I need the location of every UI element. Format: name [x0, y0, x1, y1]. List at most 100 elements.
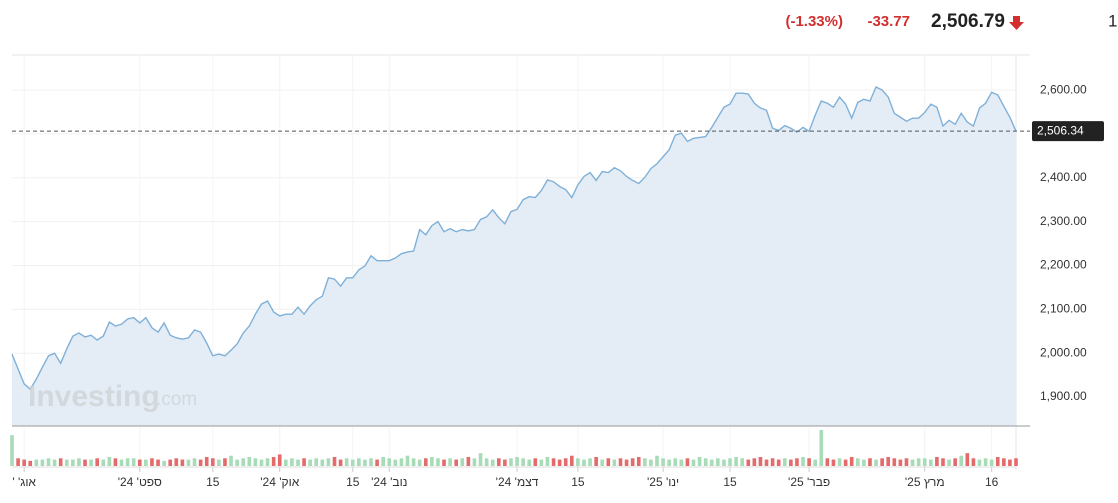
- x-tick-label: 15: [571, 475, 585, 489]
- volume-bar: [795, 458, 799, 466]
- x-tick-label: 15: [346, 475, 360, 489]
- volume-bar: [16, 458, 20, 466]
- volume-bar: [874, 459, 878, 466]
- volume-bar: [606, 458, 611, 466]
- volume-bar: [746, 459, 751, 466]
- volume-bar: [801, 457, 805, 466]
- x-tick-label: ספט' 24': [118, 475, 162, 489]
- down-arrow: [1009, 16, 1024, 30]
- last-price-tag: [1032, 121, 1104, 142]
- y-tick-label: 2,100.00: [1040, 302, 1087, 316]
- volume-bar: [95, 458, 100, 466]
- x-tick-label: מרץ 25': [905, 475, 945, 489]
- volume-bar: [576, 458, 580, 466]
- volume-bar: [284, 459, 288, 466]
- volume-bar: [649, 459, 653, 466]
- volume-bar: [515, 457, 519, 466]
- volume-bar: [673, 458, 678, 466]
- volume-bar: [569, 455, 574, 466]
- volume-bar: [752, 458, 757, 466]
- y-tick-label: 2,200.00: [1040, 258, 1087, 272]
- volume-bar: [253, 458, 258, 466]
- volume-bar: [1014, 458, 1018, 466]
- volume-bar: [156, 459, 160, 466]
- volume-bar: [539, 459, 544, 466]
- volume-bar: [618, 458, 623, 466]
- watermark: Investing .com: [28, 380, 197, 413]
- volume-bar: [83, 459, 87, 466]
- volume-bar: [46, 458, 51, 466]
- volume-bar: [387, 458, 392, 466]
- volume-bar: [22, 459, 26, 466]
- volume-bar: [64, 459, 69, 466]
- volume-bar: [466, 457, 471, 466]
- volume-bar: [265, 458, 270, 466]
- volume-bar: [758, 457, 763, 466]
- volume-bar: [1008, 459, 1012, 466]
- volume-bar: [28, 460, 33, 466]
- volume-bar: [849, 457, 854, 466]
- volume-bar: [612, 459, 617, 466]
- x-tick-label: דצמ' 24': [496, 475, 539, 489]
- watermark-brand: Investing: [28, 380, 160, 413]
- volume-bar: [34, 459, 39, 466]
- volume-bar: [977, 459, 982, 466]
- volume-bar: [229, 455, 233, 466]
- volume-bar: [545, 457, 550, 466]
- volume-bar: [636, 457, 641, 466]
- watermark-suffix: .com: [156, 389, 197, 410]
- x-tick-label: 15: [206, 475, 220, 489]
- volume-bar: [965, 453, 970, 466]
- volume-bar: [137, 459, 142, 466]
- volume-bar: [764, 459, 769, 466]
- volume-bar: [217, 459, 221, 466]
- change-percent: (-1.33%): [785, 13, 843, 30]
- volume-bar: [478, 453, 483, 466]
- volume-bar: [509, 458, 513, 466]
- volume-bar: [837, 458, 842, 466]
- volume-bar: [728, 458, 732, 466]
- volume-bar: [910, 459, 915, 466]
- volume-bar: [174, 458, 179, 466]
- volume-bar: [162, 460, 166, 466]
- volume-bar: [393, 459, 398, 466]
- volume-bar: [789, 459, 793, 466]
- volume-bar: [436, 458, 440, 466]
- area-fill: [12, 87, 1016, 426]
- volume-bar: [661, 458, 665, 466]
- volume-bar: [880, 458, 884, 466]
- volume-bar: [935, 457, 939, 466]
- volume-bar: [898, 459, 903, 466]
- volume-bar: [868, 458, 872, 466]
- volume-bar: [813, 459, 818, 466]
- volume-bar: [144, 459, 148, 466]
- volume-bar: [734, 457, 738, 466]
- volume-bar: [192, 458, 197, 466]
- volume-bar: [916, 458, 921, 466]
- volume-bar: [892, 458, 897, 466]
- volume-bar: [862, 459, 866, 466]
- volume-bar: [350, 459, 355, 466]
- volume-bar: [922, 458, 927, 466]
- volume-bar: [101, 459, 106, 466]
- y-tick-label: 2,400.00: [1040, 170, 1087, 184]
- volume-bar: [551, 458, 556, 466]
- volume-bar: [223, 458, 227, 466]
- volume-bar: [843, 459, 848, 466]
- volume-bar: [983, 458, 988, 466]
- x-tick-label: פבר' 25': [788, 475, 830, 489]
- axes: 1,900.00 2,000.00 2,100.00 2,200.00 2,300.00…: [12, 82, 1104, 489]
- volume-bar: [442, 459, 446, 466]
- volume-bar: [557, 459, 562, 466]
- volume-bar: [52, 459, 57, 466]
- volume-bar: [150, 458, 154, 466]
- volume-bar: [831, 459, 836, 466]
- x-tick-label: 16: [985, 475, 999, 489]
- volume-bar: [521, 458, 525, 466]
- volume-bar: [405, 455, 410, 466]
- volume-bar: [125, 458, 130, 466]
- volume-bar: [959, 455, 964, 466]
- volume-bar: [314, 458, 319, 466]
- volume-bar: [460, 458, 465, 466]
- volume-bar: [417, 459, 422, 466]
